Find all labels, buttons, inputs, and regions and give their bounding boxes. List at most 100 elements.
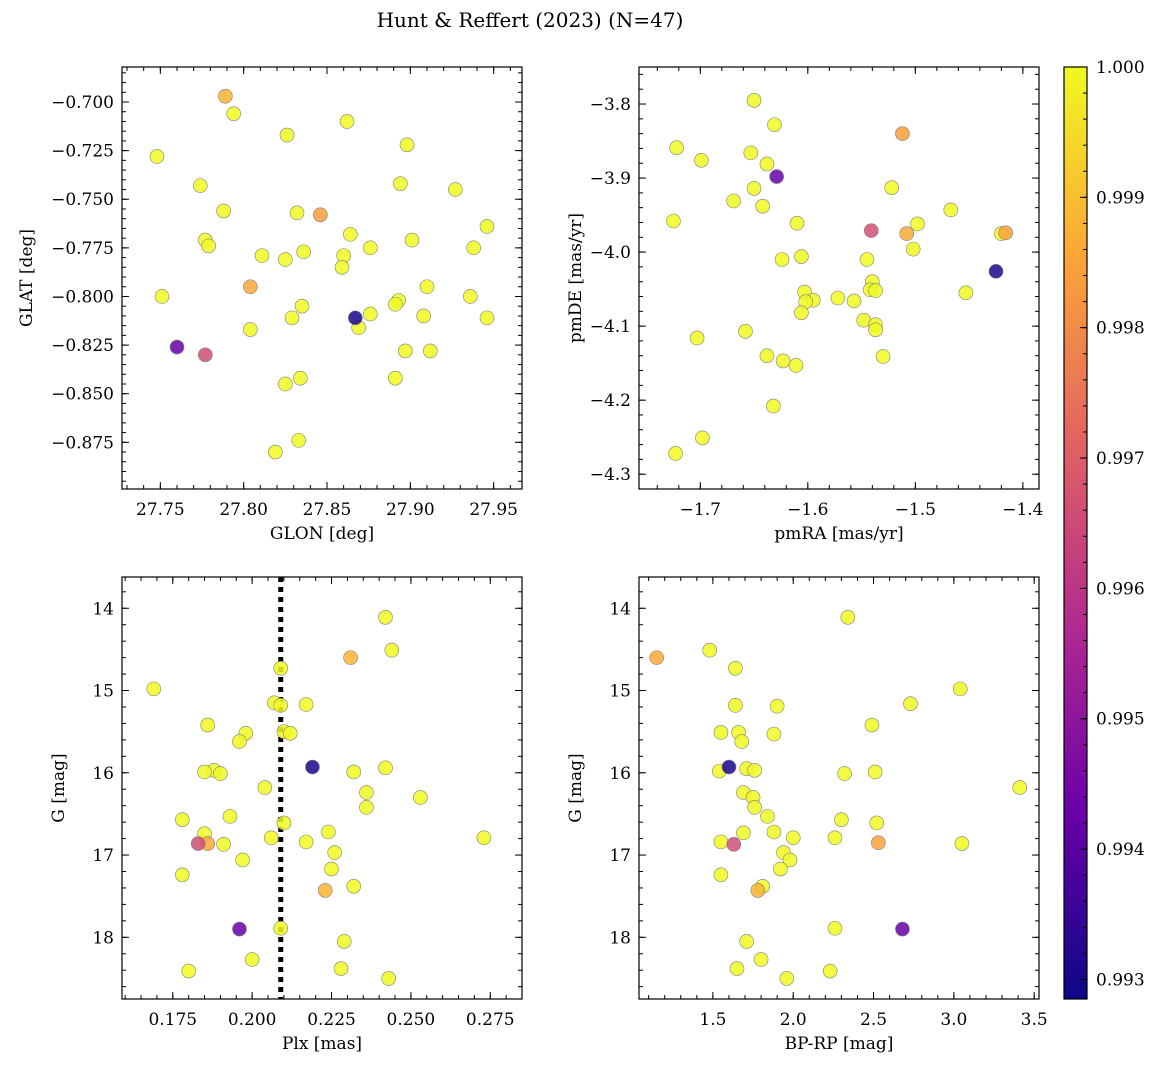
data-point bbox=[840, 610, 856, 625]
data-point bbox=[289, 205, 305, 221]
plot-frame bbox=[121, 576, 523, 1000]
data-point bbox=[769, 169, 784, 184]
data-point bbox=[336, 934, 352, 949]
x-tick-label: 0.275 bbox=[466, 1010, 515, 1030]
x-tick-label: 1.5 bbox=[699, 1010, 726, 1030]
data-point bbox=[279, 127, 295, 143]
colorbar-frame bbox=[1063, 66, 1088, 1000]
data-point bbox=[1012, 780, 1028, 795]
data-point bbox=[794, 249, 809, 264]
data-point bbox=[448, 182, 463, 197]
data-point bbox=[378, 760, 393, 776]
data-point bbox=[268, 444, 283, 460]
data-point bbox=[766, 726, 782, 742]
data-point bbox=[419, 279, 435, 295]
y-tick-label: −4.0 bbox=[590, 243, 631, 263]
plot-frame bbox=[638, 66, 1040, 490]
x-tick-label: 27.75 bbox=[136, 500, 185, 520]
data-point bbox=[789, 215, 805, 231]
data-point bbox=[404, 232, 420, 248]
data-point bbox=[875, 349, 891, 364]
data-point bbox=[175, 812, 190, 827]
data-point bbox=[755, 198, 770, 214]
data-point bbox=[734, 734, 750, 749]
data-point bbox=[822, 963, 838, 979]
data-point bbox=[346, 764, 362, 780]
data-point bbox=[313, 207, 328, 223]
data-point bbox=[243, 279, 258, 295]
data-point bbox=[694, 152, 709, 168]
data-point bbox=[235, 852, 250, 868]
x-tick-label: 2.0 bbox=[780, 1010, 807, 1030]
colorbar-tick-label: 0.995 bbox=[1096, 710, 1145, 730]
x-tick-label: −1.5 bbox=[895, 500, 936, 520]
data-point bbox=[766, 824, 782, 840]
data-point bbox=[863, 223, 879, 238]
data-point bbox=[952, 681, 968, 697]
colorbar-tick-label: 0.999 bbox=[1096, 188, 1145, 208]
x-axis-label: BP-RP [mag] bbox=[785, 1034, 894, 1054]
data-point bbox=[788, 358, 804, 373]
data-point bbox=[263, 830, 279, 846]
y-tick-label: −0.825 bbox=[51, 336, 114, 356]
data-point bbox=[728, 698, 743, 713]
data-point bbox=[388, 296, 403, 312]
panel-pmra-pmde: −1.7 −1.6 −1.5 −1.4 −3.8 −3.9 −4.0 −4.1 −4.2 −4.3… bbox=[566, 66, 1044, 544]
data-point bbox=[305, 759, 320, 775]
data-point bbox=[827, 920, 843, 936]
data-point bbox=[702, 642, 717, 658]
data-point bbox=[689, 330, 705, 346]
panel-bprp-g: 1.5 2.0 2.5 3.0 3.5 14 15 16 17 18 BP-RP [mag] G [m… bbox=[566, 576, 1048, 1054]
data-point bbox=[736, 825, 751, 841]
x-tick-label: 27.85 bbox=[303, 500, 352, 520]
data-point bbox=[954, 836, 970, 851]
data-point bbox=[868, 322, 883, 338]
x-tick-label: 3.5 bbox=[1021, 1010, 1048, 1030]
x-tick-label: 0.250 bbox=[387, 1010, 436, 1030]
colorbar-tick-label: 0.997 bbox=[1096, 449, 1145, 469]
data-point bbox=[760, 809, 775, 824]
data-point bbox=[398, 343, 413, 359]
data-point bbox=[294, 298, 310, 314]
data-point bbox=[298, 834, 314, 850]
data-point bbox=[273, 920, 289, 936]
y-axis-label: G [mag] bbox=[49, 753, 69, 822]
data-point bbox=[713, 725, 729, 740]
data-point bbox=[201, 238, 216, 254]
y-tick-label: 14 bbox=[609, 599, 631, 619]
x-tick-label: 2.5 bbox=[860, 1010, 887, 1030]
data-point bbox=[343, 650, 358, 665]
x-tick-label: 0.175 bbox=[148, 1010, 197, 1030]
y-tick-label: −3.9 bbox=[590, 169, 631, 189]
data-point bbox=[747, 763, 762, 778]
y-tick-label: 17 bbox=[92, 846, 114, 866]
y-tick-label: −0.875 bbox=[51, 433, 114, 453]
data-point bbox=[181, 963, 196, 979]
data-point bbox=[363, 240, 378, 256]
data-point bbox=[769, 698, 785, 714]
data-point bbox=[254, 248, 270, 263]
data-point bbox=[867, 764, 883, 780]
data-point bbox=[198, 347, 213, 363]
data-point bbox=[346, 879, 362, 894]
y-tick-label: −4.3 bbox=[590, 465, 631, 485]
data-point bbox=[669, 140, 684, 155]
data-point bbox=[348, 310, 363, 326]
data-point bbox=[213, 766, 228, 781]
data-point bbox=[339, 114, 355, 129]
data-point bbox=[753, 952, 769, 967]
data-point bbox=[721, 759, 737, 775]
y-tick-label: −4.2 bbox=[590, 391, 631, 411]
data-point bbox=[154, 289, 170, 304]
y-tick-label: −0.725 bbox=[51, 142, 114, 162]
y-tick-label: −0.700 bbox=[51, 93, 114, 113]
data-point bbox=[774, 252, 790, 267]
data-point bbox=[393, 176, 408, 191]
data-point bbox=[895, 126, 910, 141]
data-point bbox=[244, 952, 260, 967]
data-point bbox=[695, 430, 710, 446]
data-point bbox=[321, 824, 336, 840]
data-point bbox=[649, 650, 664, 665]
data-point bbox=[750, 883, 766, 898]
